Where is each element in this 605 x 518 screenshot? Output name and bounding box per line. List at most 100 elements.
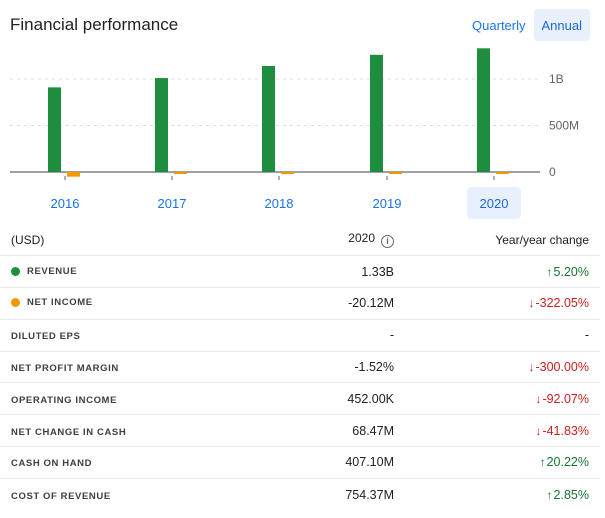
table-row: CASH ON HAND 407.10M ↑20.22% [0, 446, 600, 479]
year-button-2020[interactable]: 2020 [467, 187, 521, 219]
metric-value: - [389, 328, 394, 343]
metric-change: ↓-322.05% [528, 296, 589, 310]
net-income-bar-2017 [174, 172, 187, 174]
revenue-bar-2020 [477, 48, 490, 173]
year-header: 2020 i [250, 224, 397, 257]
net-income-bar-2019 [389, 172, 402, 174]
metric-value: -20.12M [348, 296, 394, 311]
arrow-down-icon: ↓ [535, 391, 542, 406]
metric-value-cell: 407.10M [250, 446, 397, 479]
metric-change-text: -322.05% [535, 296, 589, 311]
metric-change: - [585, 328, 589, 342]
table-row: DILUTED EPS - - [0, 319, 600, 352]
metric-change-cell: ↑2.85% [397, 478, 600, 510]
arrow-down-icon: ↓ [528, 296, 535, 311]
net-income-bar-2020 [496, 172, 509, 174]
metric-label-text: NET PROFIT MARGIN [11, 363, 119, 375]
metric-value-cell: 1.33B [250, 255, 397, 289]
year-selector: 2016 2017 2018 2019 2020 [0, 187, 605, 219]
year-button-2019[interactable]: 2019 [372, 195, 402, 211]
chart-area: 1B 500M 0 [0, 44, 605, 180]
legend-dot-icon [11, 298, 20, 308]
metric-change: ↓-300.00% [528, 360, 589, 374]
metric-value-cell: 754.37M [250, 478, 397, 510]
annual-toggle[interactable]: Annual [533, 9, 590, 41]
metric-change-cell: ↓-41.83% [397, 414, 600, 448]
currency-label: (USD) [11, 232, 45, 247]
metric-label-text: DILUTED EPS [11, 331, 81, 343]
metric-value-cell: -20.12M [250, 287, 397, 320]
y-tick-label: 500M [549, 119, 579, 133]
metric-value-cell: 452.00K [250, 382, 397, 416]
metric-label-cell: NET INCOME [0, 287, 250, 320]
metric-change-text: - [584, 328, 589, 343]
metric-label-cell: NET CHANGE IN CASH [0, 414, 250, 448]
change-header: Year/year change [397, 224, 600, 257]
metric-label-text: CASH ON HAND [11, 458, 93, 470]
metric-label-cell: COST OF REVENUE [0, 478, 250, 510]
metric-label: COST OF REVENUE [11, 491, 111, 502]
y-tick-label: 0 [549, 165, 556, 179]
metric-change-cell: ↓-300.00% [397, 351, 600, 384]
financial-bar-chart: 1B 500M 0 [10, 48, 579, 180]
arrow-up-icon: ↑ [546, 487, 553, 502]
metric-label-cell: CASH ON HAND [0, 446, 250, 479]
arrow-down-icon: ↓ [528, 360, 535, 375]
metric-value: 407.10M [345, 455, 394, 470]
metric-value-cell: 68.47M [250, 414, 397, 448]
year-header-label: 2020 [348, 231, 375, 246]
table-row: NET CHANGE IN CASH 68.47M ↓-41.83% [0, 414, 600, 448]
table-row: COST OF REVENUE 754.37M ↑2.85% [0, 478, 600, 510]
revenue-bar-2019 [370, 54, 383, 172]
arrow-up-icon: ↑ [539, 455, 546, 470]
metric-change-cell: ↑5.20% [397, 255, 600, 289]
quarterly-toggle[interactable]: Quarterly [472, 17, 526, 33]
metric-change-text: -41.83% [542, 423, 589, 438]
metric-value: -1.52% [354, 360, 394, 375]
metric-label: NET CHANGE IN CASH [11, 427, 126, 438]
metric-label-cell: OPERATING INCOME [0, 382, 250, 416]
metric-change: ↑20.22% [540, 455, 589, 469]
year-button-2018[interactable]: 2018 [264, 195, 294, 211]
table-row: REVENUE 1.33B ↑5.20% [0, 255, 600, 289]
metric-change: ↓-41.83% [535, 424, 589, 438]
info-icon[interactable]: i [381, 235, 394, 249]
financials-table: (USD) 2020 i Year/year change REVENUE 1.33… [0, 224, 600, 510]
metric-change-text: -92.07% [542, 391, 589, 406]
metric-value-cell: - [250, 319, 397, 352]
metric-label-cell: REVENUE [0, 255, 250, 289]
net-income-bar-2016 [67, 172, 80, 177]
metric-label-text: OPERATING INCOME [11, 394, 118, 406]
change-header-label: Year/year change [495, 232, 589, 247]
metric-label: CASH ON HAND [11, 458, 92, 469]
table-row: NET PROFIT MARGIN -1.52% ↓-300.00% [0, 351, 600, 384]
table-row: NET INCOME -20.12M ↓-322.05% [0, 287, 600, 320]
metric-label: NET PROFIT MARGIN [11, 363, 119, 374]
header: Financial performance Quarterly Annual [0, 0, 605, 44]
year-button-2017[interactable]: 2017 [157, 195, 187, 211]
y-tick-label: 1B [549, 72, 564, 86]
metric-label-cell: DILUTED EPS [0, 319, 250, 352]
metric-label: REVENUE [11, 266, 77, 277]
legend-dot-icon [11, 266, 20, 276]
metric-label-text: NET INCOME [27, 297, 93, 309]
year-button-2016[interactable]: 2016 [50, 195, 80, 211]
metric-label: OPERATING INCOME [11, 395, 117, 406]
arrow-up-icon: ↑ [546, 264, 553, 279]
section-title: Financial performance [10, 15, 179, 34]
metric-change-text: -300.00% [535, 360, 589, 375]
revenue-bar-2018 [262, 65, 275, 172]
metric-change: ↓-92.07% [535, 392, 589, 406]
metric-label: NET INCOME [11, 297, 93, 308]
metric-change: ↑5.20% [547, 265, 589, 279]
metric-value: 754.37M [345, 487, 394, 502]
metric-label: DILUTED EPS [11, 331, 80, 342]
metric-label-text: NET CHANGE IN CASH [11, 426, 127, 438]
metric-change: ↑2.85% [547, 488, 589, 502]
metric-change-text: 5.20% [553, 264, 589, 279]
metric-change-cell: - [397, 319, 600, 352]
metric-change-cell: ↓-92.07% [397, 382, 600, 416]
metric-label-text: COST OF REVENUE [11, 490, 111, 502]
revenue-bar-2017 [155, 78, 168, 172]
table-header-row: (USD) 2020 i Year/year change [0, 224, 600, 257]
